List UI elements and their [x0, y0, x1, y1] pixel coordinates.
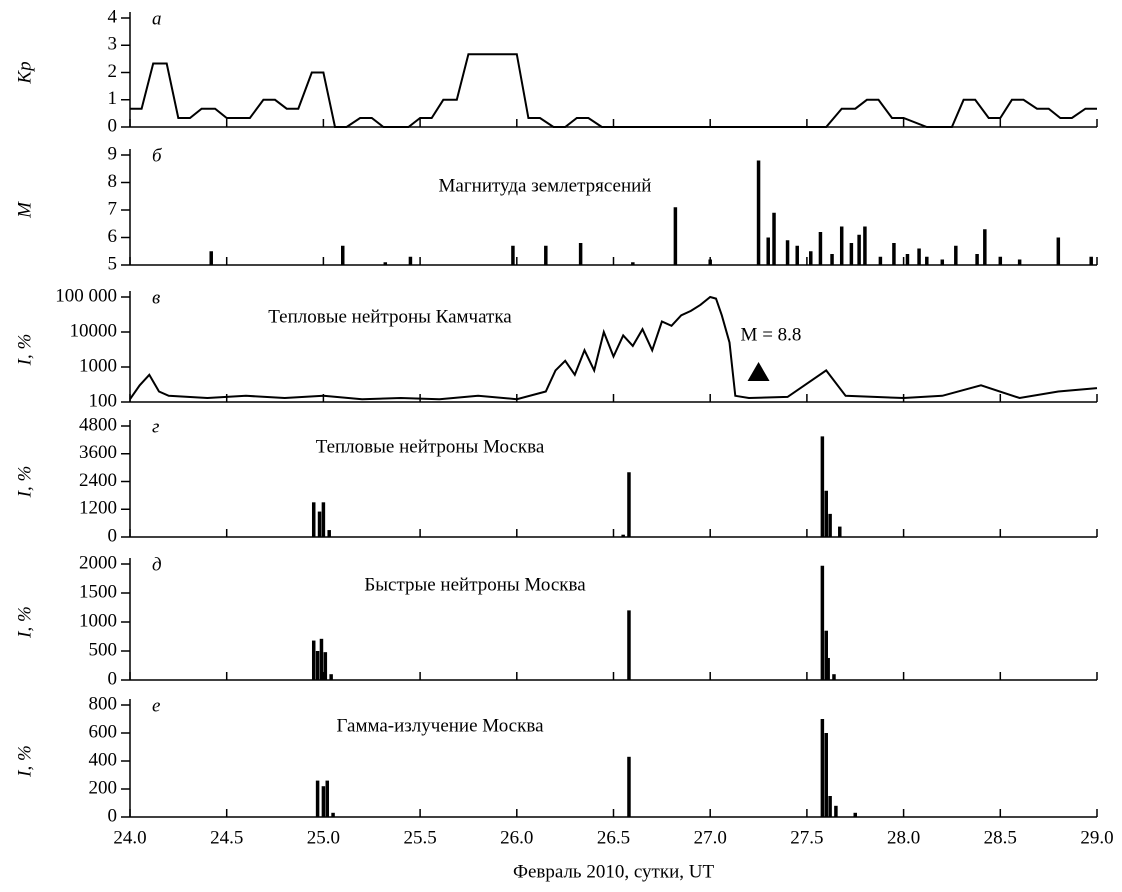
y-tick-label: 0 — [108, 668, 118, 689]
x-tick-label: 29.0 — [1080, 827, 1113, 848]
y-tick-label: 500 — [89, 639, 118, 660]
y-tick-label: 100 000 — [55, 285, 117, 306]
event-label: M = 8.8 — [741, 324, 802, 345]
y-axis-label: M — [14, 201, 35, 219]
annotation: Магнитуда землетрясений — [439, 175, 652, 196]
y-tick-label: 7 — [108, 198, 118, 219]
y-tick-label: 100 — [89, 390, 118, 411]
panel-label: б — [152, 145, 163, 166]
x-tick-label: 26.0 — [500, 827, 533, 848]
y-axis-label: I, % — [14, 745, 35, 778]
x-tick-label: 24.0 — [113, 827, 146, 848]
annotation: Гамма-излучение Москва — [337, 715, 545, 736]
x-tick-label: 26.5 — [597, 827, 630, 848]
x-tick-label: 27.5 — [790, 827, 823, 848]
y-tick-label: 6 — [108, 226, 118, 247]
panel-label: д — [152, 554, 162, 575]
y-tick-label: 2 — [108, 61, 118, 82]
panel-label: г — [152, 416, 159, 437]
y-tick-label: 0 — [108, 805, 118, 826]
y-tick-label: 10000 — [70, 320, 118, 341]
y-tick-label: 1000 — [79, 610, 117, 631]
y-tick-label: 5 — [108, 253, 118, 274]
annotation: Тепловые нейтроны Камчатка — [268, 306, 512, 327]
event-marker — [747, 362, 770, 381]
panel-label: а — [152, 8, 162, 29]
y-tick-label: 9 — [108, 143, 118, 164]
y-tick-label: 4800 — [79, 414, 117, 435]
y-tick-label: 800 — [89, 693, 118, 714]
x-tick-label: 25.5 — [403, 827, 436, 848]
y-tick-label: 3 — [108, 34, 118, 55]
y-tick-label: 1200 — [79, 498, 117, 519]
y-axis-label: I, % — [14, 606, 35, 639]
y-tick-label: 4 — [108, 6, 118, 27]
y-tick-label: 1 — [108, 88, 118, 109]
y-tick-label: 2400 — [79, 470, 117, 491]
y-tick-label: 200 — [89, 777, 118, 798]
y-axis-label: Kp — [14, 61, 35, 84]
y-tick-label: 1500 — [79, 581, 117, 602]
x-tick-label: 24.5 — [210, 827, 243, 848]
data-line — [129, 295, 1098, 401]
data-line — [130, 53, 1097, 128]
y-tick-label: 400 — [89, 749, 118, 770]
x-tick-label: 25.0 — [307, 827, 340, 848]
annotation: Тепловые нейтроны Москва — [316, 436, 545, 457]
panel-label: е — [152, 695, 160, 716]
y-tick-label: 1000 — [79, 355, 117, 376]
y-tick-label: 600 — [89, 721, 118, 742]
y-tick-label: 0 — [108, 115, 118, 136]
annotation: Быстрые нейтроны Москва — [364, 574, 586, 595]
y-axis-label: I, % — [14, 334, 35, 367]
x-tick-label: 27.0 — [694, 827, 727, 848]
y-axis-label: I, % — [14, 466, 35, 499]
x-axis-label: Февраль 2010, сутки, UT — [513, 861, 715, 882]
x-tick-label: 28.5 — [984, 827, 1017, 848]
y-tick-label: 2000 — [79, 552, 117, 573]
panel-label: в — [152, 287, 160, 308]
y-tick-label: 8 — [108, 171, 118, 192]
x-tick-label: 28.0 — [887, 827, 920, 848]
y-tick-label: 0 — [108, 525, 118, 546]
y-tick-label: 3600 — [79, 442, 117, 463]
